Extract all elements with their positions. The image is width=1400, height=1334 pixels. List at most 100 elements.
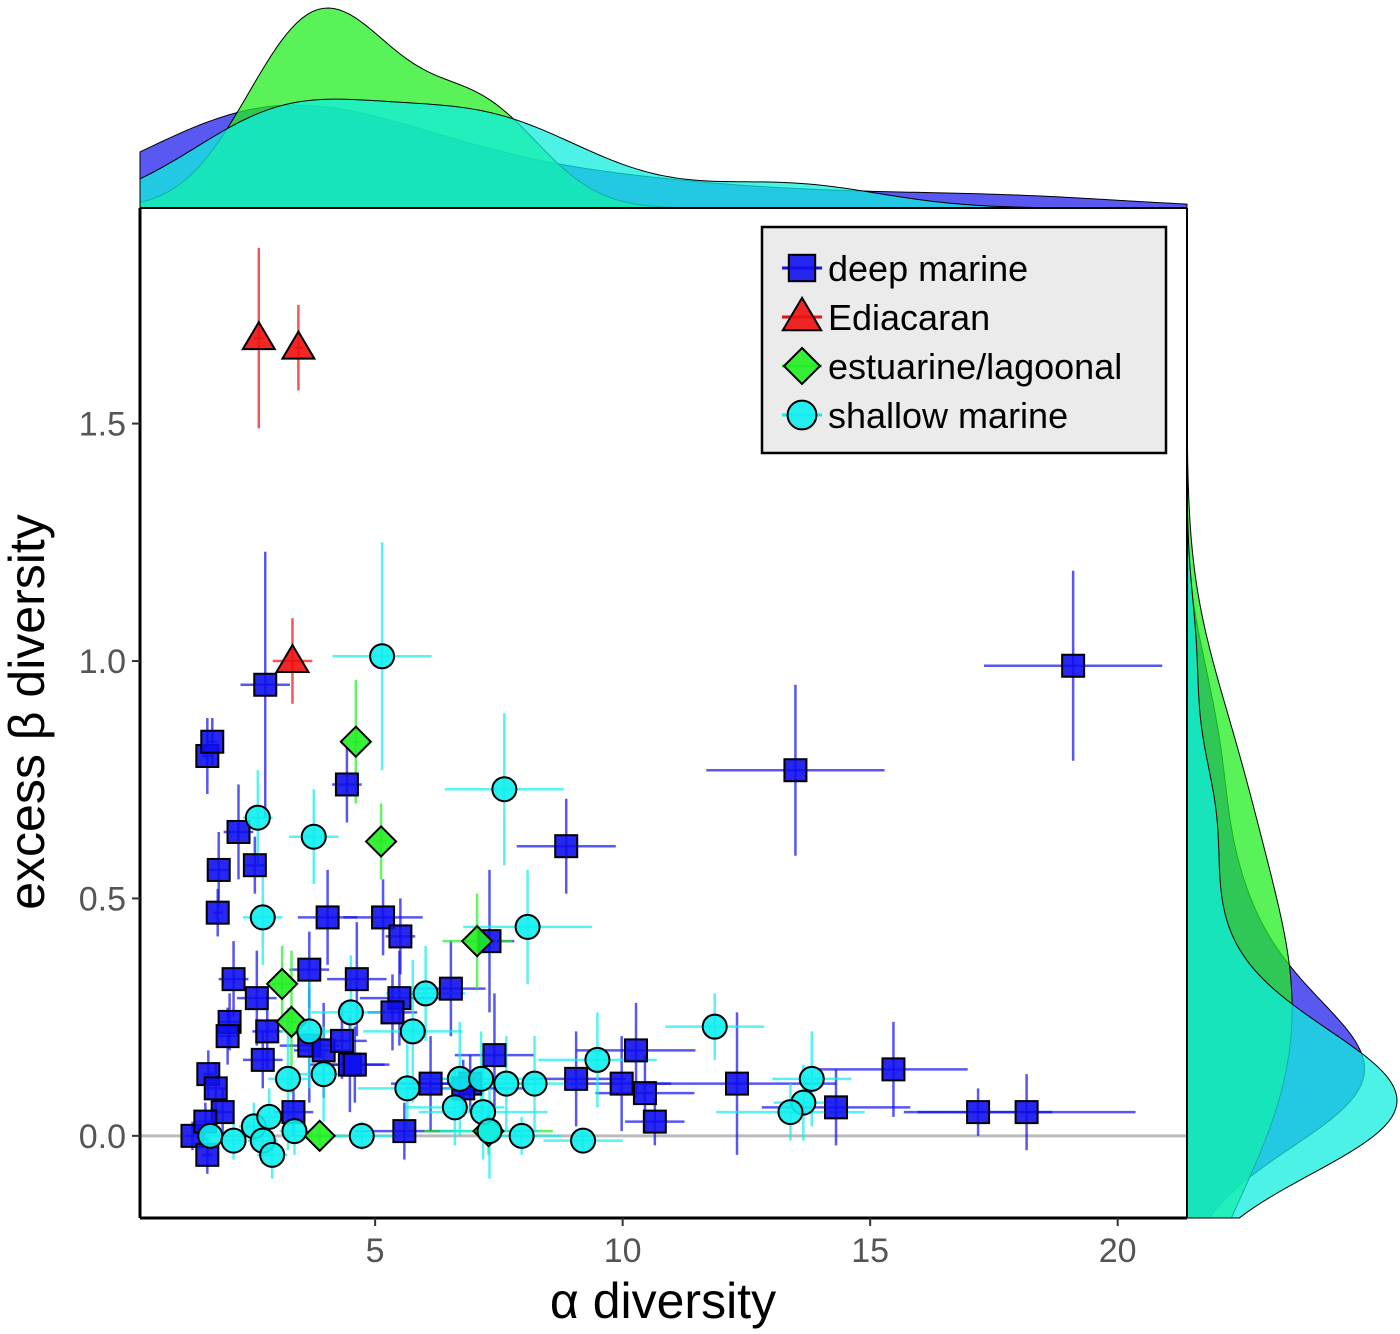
- top-density-shallow-marine: [139, 98, 1188, 209]
- square-point: [315, 905, 340, 930]
- square-point: [624, 1038, 649, 1063]
- circle-point: [508, 1122, 535, 1149]
- legend-diamond-icon: [782, 346, 822, 386]
- square-point: [438, 976, 463, 1001]
- y-axis-label: excess β diversity: [0, 514, 55, 910]
- square-point: [329, 1028, 354, 1053]
- circle-point: [701, 1013, 728, 1040]
- circle-point: [491, 776, 518, 803]
- square-point: [371, 905, 396, 930]
- square-point: [226, 819, 251, 844]
- x-axis-label: α diversity: [550, 1273, 776, 1329]
- circle-point: [300, 823, 327, 850]
- square-point: [824, 1095, 849, 1120]
- square-point: [255, 1019, 280, 1044]
- circle-point: [310, 1061, 337, 1088]
- square-point: [244, 986, 269, 1011]
- square-point: [242, 853, 267, 878]
- square-point: [783, 758, 808, 783]
- triangle-point: [280, 329, 317, 360]
- square-point: [881, 1057, 906, 1082]
- circle-point: [348, 1122, 375, 1149]
- square-point: [388, 924, 413, 949]
- diamond-point: [339, 725, 373, 759]
- square-point: [392, 1119, 417, 1144]
- circle-point: [244, 804, 271, 831]
- circle-point: [259, 1141, 286, 1168]
- square-point: [966, 1100, 991, 1125]
- legend-label: deep marine: [828, 248, 1028, 289]
- circle-point: [521, 1070, 548, 1097]
- square-point: [609, 1071, 634, 1096]
- circle-point: [394, 1075, 421, 1102]
- triangle-point: [241, 320, 277, 351]
- square-point: [1014, 1100, 1039, 1125]
- y-tick-label: 0.0: [79, 1118, 126, 1156]
- y-tick-label: 1.5: [79, 406, 126, 444]
- legend: deep marine Ediacaran estuarine/lagoonal sh…: [760, 225, 1168, 455]
- square-point: [482, 1043, 507, 1068]
- circle-point: [337, 999, 364, 1026]
- top-marginal-density: [139, 7, 1188, 209]
- square-point: [632, 1081, 657, 1106]
- diamond-point: [303, 1119, 337, 1153]
- data-points: [180, 320, 1086, 1168]
- circle-point: [476, 1118, 503, 1145]
- square-point: [642, 1109, 667, 1134]
- legend-square-icon: [787, 253, 817, 283]
- circle-point: [275, 1065, 302, 1092]
- square-point: [554, 834, 579, 859]
- right-marginal-density: [1186, 208, 1398, 1219]
- circle-point: [281, 1118, 308, 1145]
- legend-label: estuarine/lagoonal: [828, 346, 1122, 387]
- square-point: [206, 857, 231, 882]
- circle-point: [468, 1065, 495, 1092]
- square-point: [725, 1071, 750, 1096]
- circle-point: [220, 1127, 247, 1154]
- x-tick-label: 5: [366, 1232, 385, 1270]
- square-point: [297, 957, 322, 982]
- diamond-point: [364, 825, 398, 858]
- legend-circle-icon: [786, 399, 818, 431]
- y-tick-label: 0.5: [79, 880, 126, 918]
- circle-point: [399, 1018, 426, 1045]
- x-tick-label: 15: [851, 1232, 889, 1270]
- square-point: [380, 1000, 405, 1025]
- legend-label: Ediacaran: [828, 297, 990, 338]
- x-tick-label: 10: [604, 1232, 642, 1270]
- legend-triangle-icon: [781, 295, 823, 332]
- circle-point: [570, 1127, 597, 1154]
- circle-point: [777, 1099, 804, 1126]
- axis-ticks: 5 10 15 20 0.0 0.5 1.0 1.5: [79, 406, 1137, 1270]
- square-point: [418, 1071, 443, 1096]
- square-point: [215, 1024, 240, 1049]
- square-point: [344, 967, 369, 992]
- square-point: [200, 729, 225, 754]
- square-point: [221, 967, 246, 992]
- x-tick-label: 20: [1099, 1232, 1137, 1270]
- square-point: [342, 1052, 367, 1077]
- circle-point: [369, 643, 396, 670]
- square-point: [334, 772, 359, 797]
- circle-point: [197, 1122, 224, 1149]
- circle-point: [441, 1094, 468, 1121]
- legend-box: [760, 225, 1168, 455]
- triangle-point: [274, 643, 311, 674]
- circle-point: [798, 1065, 825, 1092]
- square-point: [253, 672, 278, 697]
- circle-point: [584, 1046, 611, 1073]
- square-point: [205, 900, 230, 925]
- circle-point: [249, 904, 276, 931]
- diamond-point: [460, 924, 494, 958]
- circle-point: [514, 913, 541, 940]
- circle-point: [412, 980, 439, 1007]
- square-point: [564, 1066, 589, 1091]
- square-point: [250, 1047, 275, 1072]
- square-point: [203, 1076, 228, 1101]
- legend-label: shallow marine: [828, 395, 1068, 436]
- diamond-point: [265, 967, 299, 1001]
- circle-point: [256, 1103, 283, 1130]
- y-tick-label: 1.0: [79, 643, 126, 681]
- circle-point: [493, 1070, 520, 1097]
